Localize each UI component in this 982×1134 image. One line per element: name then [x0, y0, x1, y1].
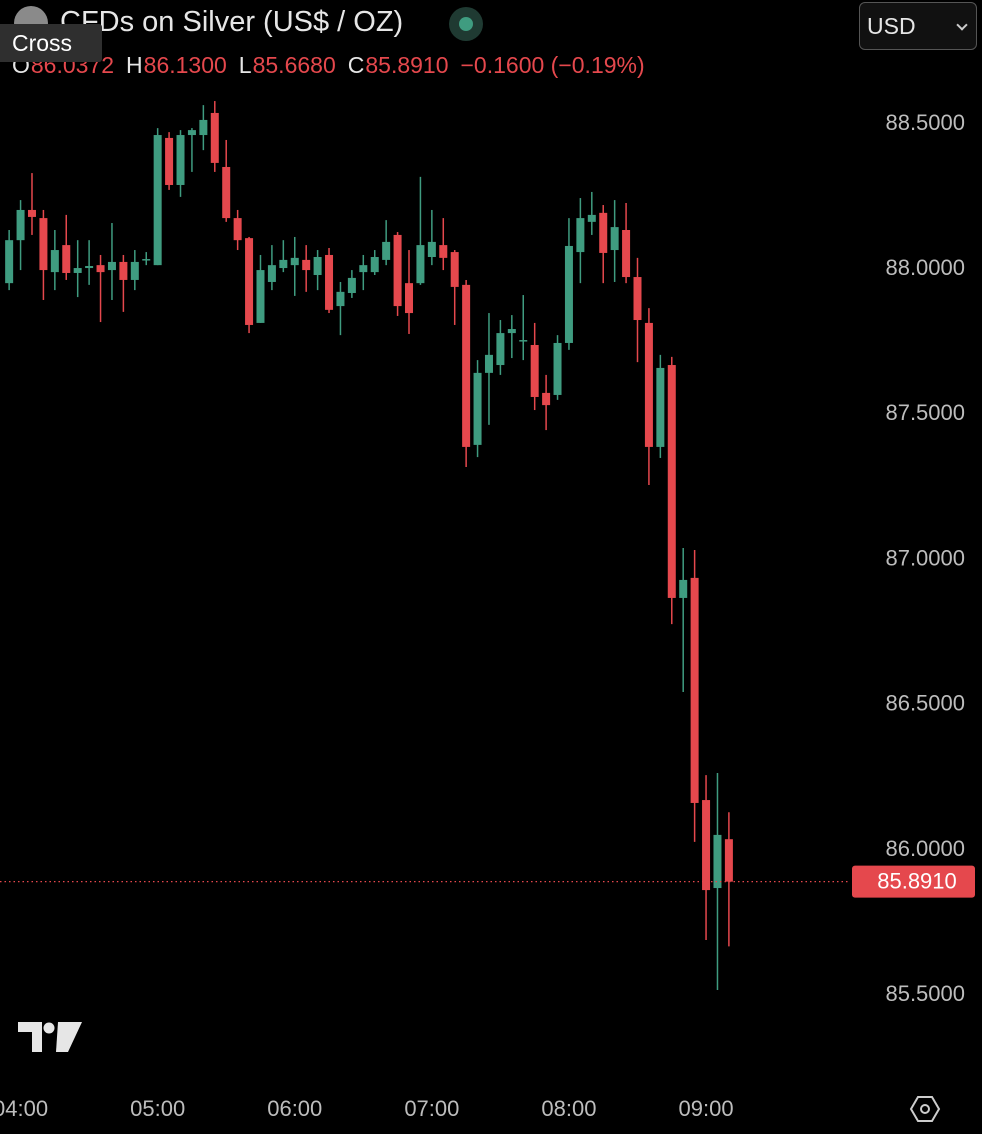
x-tick-label: 07:00 [404, 1096, 459, 1121]
candle-body [507, 329, 516, 334]
last-price-label: 85.8910 [877, 868, 957, 893]
market-status[interactable] [449, 7, 483, 41]
candle-body [439, 245, 448, 258]
ohlc-legend: O86.0372 H86.1300 L85.6680 C85.8910 −0.1600 … [12, 52, 645, 79]
candle-body [176, 135, 185, 185]
y-tick-label: 85.5000 [885, 981, 965, 1006]
candle-body [27, 209, 36, 217]
x-tick-label: 06:00 [267, 1096, 322, 1121]
candle-body [564, 245, 573, 343]
candle-body [553, 342, 562, 395]
y-tick-label: 88.5000 [885, 110, 965, 135]
candle-body [713, 834, 722, 889]
candle-body [530, 344, 539, 397]
candle-body [542, 392, 551, 406]
candle-body [325, 254, 334, 310]
candle-body [50, 250, 59, 273]
y-tick-label: 86.5000 [885, 691, 965, 716]
candle-body [473, 372, 482, 445]
candle-body [336, 291, 345, 307]
candle-body [313, 257, 322, 276]
candle-body [96, 265, 105, 273]
candle-body [450, 252, 459, 287]
candle-body [199, 119, 208, 136]
candle-body [644, 322, 653, 447]
candle-body [153, 135, 162, 266]
candle-body [142, 259, 151, 261]
candle-body [724, 839, 733, 882]
candle-body [62, 245, 71, 273]
candle-body [347, 277, 356, 294]
y-tick-label: 88.0000 [885, 255, 965, 280]
candle-body [370, 257, 379, 273]
candle-body [279, 259, 288, 269]
candle-body [256, 270, 265, 323]
candle-body [405, 283, 414, 314]
crosshair-tooltip: Cross [0, 24, 102, 62]
candle-body [496, 333, 505, 366]
chart-title: CFDs on Silver (US$ / OZ) [60, 6, 404, 38]
tv-logo [18, 1022, 82, 1052]
y-tick-label: 87.0000 [885, 545, 965, 570]
candle-body [610, 227, 619, 251]
candle-body [267, 265, 276, 282]
candle-body [5, 240, 14, 284]
candle-body [393, 234, 402, 307]
settings-icon[interactable] [909, 1096, 941, 1122]
y-tick-label: 86.0000 [885, 836, 965, 861]
candle-body [130, 261, 139, 280]
candle-body [119, 261, 128, 280]
candle-body [245, 238, 254, 325]
candle-body [302, 259, 311, 271]
candle-body [16, 209, 25, 241]
legend-label: C [347, 52, 365, 78]
candle-body [576, 218, 585, 253]
candle-body [519, 340, 528, 342]
legend-label: L [238, 52, 252, 78]
candle-body [39, 218, 48, 271]
candle-body [187, 130, 196, 136]
candle-body [656, 367, 665, 447]
legend-value: 86.1300 [143, 52, 227, 78]
legend-value: 85.6680 [252, 52, 336, 78]
x-tick-label: 05:00 [130, 1096, 185, 1121]
legend-value: 85.8910 [365, 52, 449, 78]
currency-select[interactable]: USD [859, 2, 977, 50]
candle-body [622, 229, 631, 278]
x-tick-label: 08:00 [541, 1096, 596, 1121]
candle-body [427, 241, 436, 258]
x-tick-label: 09:00 [679, 1096, 734, 1121]
legend-label: H [126, 52, 143, 78]
candle-body [462, 284, 471, 447]
last-price-box [852, 865, 975, 898]
candle-body [587, 214, 596, 222]
candle-body [233, 218, 242, 241]
candle-body [85, 266, 94, 269]
candle-body [599, 212, 608, 253]
candle-body [416, 245, 425, 284]
candle-body [484, 354, 493, 373]
candle-body [73, 268, 82, 273]
candle-body [107, 261, 116, 271]
candle-body [290, 257, 299, 266]
candle-body [679, 579, 688, 598]
candle-body [690, 577, 699, 803]
candle-body [667, 365, 676, 598]
candle-body [382, 241, 391, 260]
candle-body [222, 166, 231, 219]
candle-body [633, 277, 642, 321]
candle-body [702, 800, 711, 891]
x-tick-label: 04:00 [0, 1096, 48, 1121]
candle-body [359, 265, 368, 273]
candle-body [165, 137, 174, 185]
candle-body [210, 112, 219, 163]
y-tick-label: 87.5000 [885, 400, 965, 425]
change: −0.1600 (−0.19%) [460, 52, 645, 78]
